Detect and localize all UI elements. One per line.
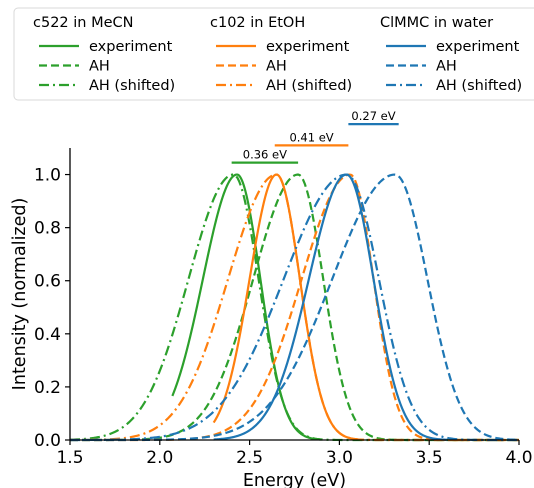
- x-tick-label: 2.0: [146, 448, 173, 468]
- legend-entry-label: AH (shifted): [266, 78, 352, 94]
- y-axis-label: Intensity (normalized): [10, 198, 30, 391]
- series-line-solid: [213, 173, 448, 441]
- series-line-dashdot: [69, 173, 519, 442]
- y-tick-label: 0.0: [34, 431, 61, 451]
- legend-frame: [13, 7, 534, 101]
- x-tick-label: 3.0: [326, 448, 353, 468]
- series-line-dashdot: [69, 173, 519, 442]
- legend-group-title: ClMMC in water: [380, 15, 493, 31]
- legend-group-title: c522 in MeCN: [33, 15, 134, 31]
- legend-entry-label: AH (shifted): [436, 78, 522, 94]
- x-tick-label: 4.0: [505, 448, 532, 468]
- series-line-dashed: [70, 173, 519, 442]
- x-tick-label: 1.5: [56, 448, 83, 468]
- x-axis-label: Energy (eV): [243, 471, 346, 488]
- series-line-solid: [212, 173, 358, 441]
- shift-annotations: 0.36 eV0.41 eV 0.27 eV: [231, 109, 399, 164]
- series-line-dashdot: [70, 173, 519, 442]
- legend: c522 in MeCN experiment AH AH (shifted) c102…: [13, 7, 534, 101]
- x-tick-label: 3.5: [416, 448, 443, 468]
- series-line-solid: [171, 173, 322, 441]
- axes: 1.5 2.0 2.5 3.0 3.5 4.0 0.0 0.2 0.4 0.6 0.8 1.0 Ener…: [10, 148, 533, 488]
- y-tick-label: 0.4: [34, 325, 61, 345]
- shift-label: 0.41 eV: [289, 130, 333, 144]
- legend-entry-label: AH: [266, 59, 287, 75]
- y-tick-label: 0.6: [34, 272, 61, 292]
- shift-label: 0.36 eV: [243, 148, 287, 162]
- series-line-dashed: [70, 173, 520, 442]
- legend-entry-label: AH (shifted): [89, 78, 175, 94]
- series-lines: [69, 173, 520, 442]
- legend-entry-label: AH: [436, 59, 457, 75]
- legend-group-title: c102 in EtOH: [210, 15, 305, 31]
- legend-entry-label: experiment: [436, 39, 520, 55]
- y-tick-label: 0.8: [34, 219, 61, 239]
- x-tick-label: 2.5: [236, 448, 263, 468]
- shift-label: 0.27 eV: [351, 109, 395, 123]
- y-tick-label: 0.2: [34, 378, 61, 398]
- legend-entry-label: experiment: [266, 39, 350, 55]
- legend-entry-label: experiment: [89, 39, 173, 55]
- legend-entry-label: AH: [89, 59, 110, 75]
- y-tick-label: 1.0: [34, 166, 61, 186]
- series-line-dashed: [70, 173, 519, 442]
